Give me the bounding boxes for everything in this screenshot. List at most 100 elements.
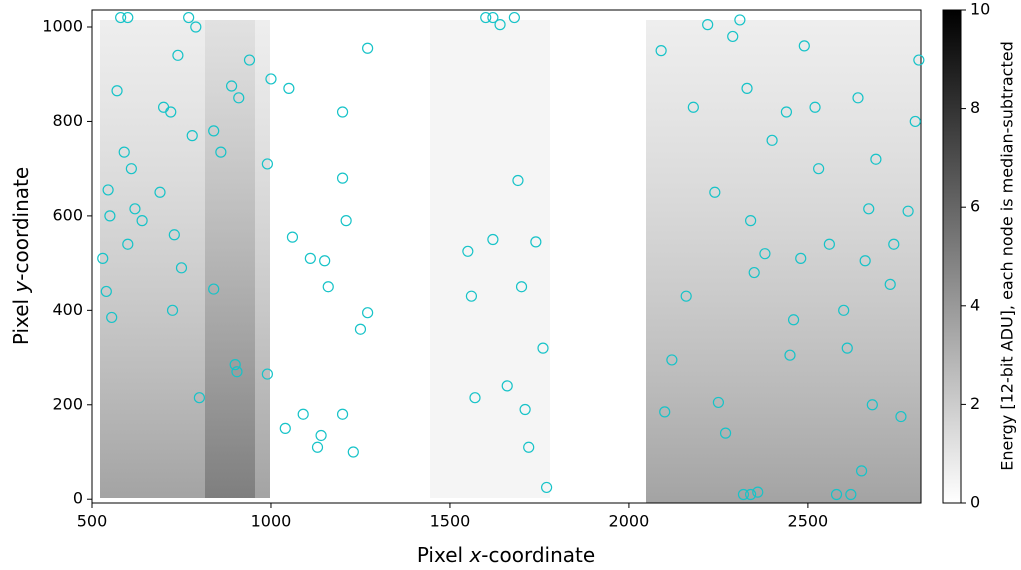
x-tick-label: 1500: [430, 512, 471, 531]
scatter-point: [863, 203, 875, 215]
scatter-point: [727, 30, 739, 43]
scatter-point: [909, 115, 921, 128]
scatter-point: [304, 252, 316, 264]
scatter-point: [852, 92, 864, 104]
scatter-point: [530, 236, 542, 248]
scatter-point: [537, 342, 549, 354]
scatter-point: [787, 314, 800, 326]
scatter-point: [752, 486, 764, 498]
scatter-point: [125, 163, 137, 175]
scatter-point: [165, 106, 177, 118]
scatter-point: [515, 281, 528, 293]
scatter-point: [462, 245, 474, 257]
scatter-point: [666, 354, 678, 366]
scatter-point: [687, 101, 699, 113]
colorbar-tick-label: 10: [970, 0, 990, 19]
scatter-point: [336, 408, 349, 420]
scatter-point: [523, 441, 535, 453]
y-tick-label: 200: [52, 394, 83, 413]
scatter-point: [286, 231, 299, 243]
scatter-point: [480, 11, 492, 24]
scatter-point: [261, 158, 273, 170]
colorbar: [942, 9, 962, 504]
scatter-point: [709, 186, 721, 198]
scatter-point: [795, 252, 807, 264]
scatter-point: [190, 21, 202, 33]
scatter-point: [97, 252, 109, 264]
scatter-point: [111, 85, 123, 97]
scatter-point: [354, 323, 367, 335]
scatter-point: [229, 359, 241, 371]
scatter-point: [322, 281, 334, 293]
scatter-point: [215, 146, 227, 158]
scatter-point: [759, 248, 771, 260]
scatter-point: [311, 441, 324, 453]
scatter-point: [319, 255, 331, 267]
scatter-point: [780, 106, 793, 118]
scatter-point: [175, 262, 188, 274]
scatter-point: [884, 278, 896, 290]
scatter-point: [297, 408, 309, 420]
scatter-point: [122, 11, 134, 24]
y-tick-label: 1000: [42, 17, 83, 36]
scatter-point: [870, 153, 882, 165]
scatter-point: [745, 215, 757, 227]
x-tick-label: 2000: [609, 512, 650, 531]
scatter-point: [712, 396, 725, 409]
scatter-point: [154, 186, 166, 198]
scatter-point: [734, 14, 746, 26]
scatter-point: [261, 368, 273, 380]
scatter-point: [122, 238, 134, 250]
scatter-point: [283, 82, 295, 94]
scatter-point: [465, 290, 478, 302]
scatter-point: [265, 73, 277, 85]
scatter-point: [830, 488, 843, 501]
scatter-point: [823, 238, 835, 250]
plot-frame: [91, 9, 922, 504]
scatter-point: [748, 266, 760, 279]
scatter-point: [166, 304, 179, 316]
scatter-point: [519, 403, 531, 416]
scatter-point: [838, 304, 850, 316]
colorbar-tick-label: 0: [970, 493, 980, 512]
scatter-point: [655, 45, 667, 57]
scatter-point: [106, 311, 118, 324]
scatter-point: [902, 205, 914, 217]
scatter-point: [115, 11, 127, 24]
scatter-point: [841, 342, 853, 354]
scatter-point: [243, 54, 256, 66]
scatter-point: [183, 11, 195, 24]
scatter-point: [172, 49, 184, 61]
scatter-point: [118, 146, 130, 158]
scatter-point: [279, 422, 291, 434]
y-tick-label: 0: [73, 489, 83, 508]
scatter-point: [845, 488, 857, 501]
scatter-point: [231, 366, 243, 378]
y-tick-label: 600: [52, 205, 83, 224]
scatter-point: [336, 106, 349, 118]
scatter-point: [487, 233, 499, 246]
scatter-point: [745, 488, 757, 501]
scatter-point: [737, 488, 750, 501]
colorbar-label: Energy [12-bit ADU], each node is median…: [998, 41, 1017, 471]
scatter-point: [508, 11, 520, 24]
scatter-point: [494, 19, 506, 31]
y-tick-label: 400: [52, 300, 83, 319]
scatter-point: [186, 130, 198, 142]
scatter-point: [798, 40, 810, 52]
scatter-point: [100, 285, 112, 298]
scatter-point: [233, 92, 245, 104]
scatter-point: [347, 446, 359, 458]
scatter-point: [104, 210, 116, 222]
scatter-point: [315, 429, 327, 442]
scatter-point: [809, 101, 821, 113]
scatter-point: [784, 349, 796, 361]
y-axis-label: Pixel y-coordinate: [9, 167, 33, 345]
scatter-point: [680, 290, 692, 302]
scatter-point: [888, 238, 900, 250]
scatter-point: [129, 203, 141, 215]
scatter-point: [208, 283, 220, 295]
scatter-point: [702, 19, 714, 31]
scatter-point: [813, 163, 825, 175]
scatter-point: [719, 427, 732, 439]
